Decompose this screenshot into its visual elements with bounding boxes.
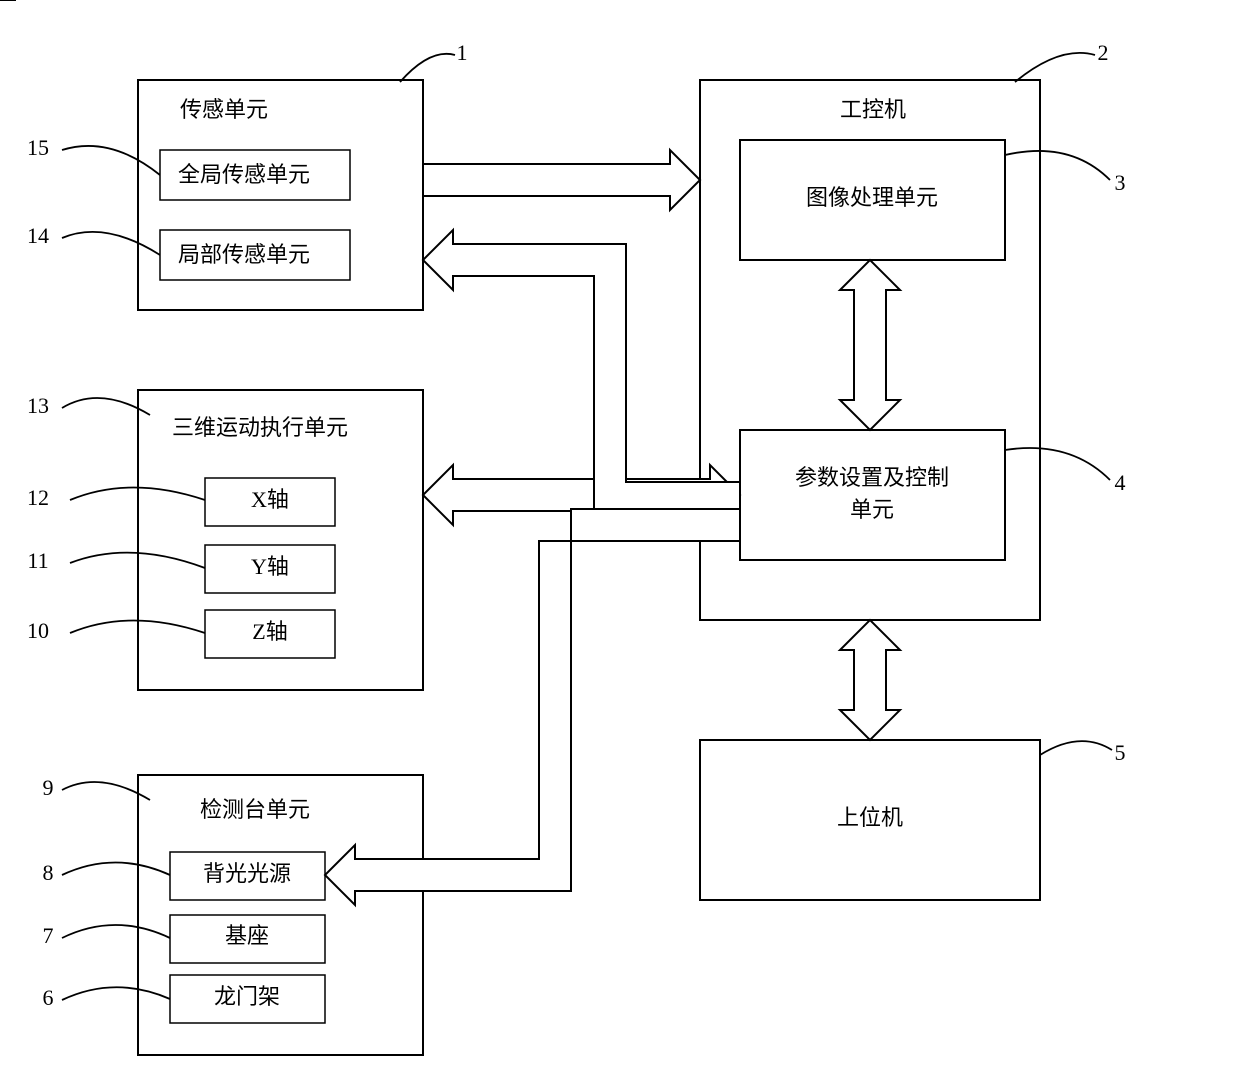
global-sensing-label: 全局传感单元 <box>178 162 310 187</box>
svg-text:7: 7 <box>43 923 54 948</box>
svg-text:11: 11 <box>27 548 48 573</box>
svg-text:12: 12 <box>27 485 49 510</box>
svg-text:1: 1 <box>457 40 468 65</box>
x-axis-label: X轴 <box>251 487 289 512</box>
image-processing-label: 图像处理单元 <box>806 185 938 210</box>
z-axis-label: Z轴 <box>252 619 287 644</box>
svg-text:6: 6 <box>43 985 54 1010</box>
param-control-box <box>740 430 1005 560</box>
gantry-label: 龙门架 <box>214 984 280 1009</box>
svg-text:14: 14 <box>27 223 49 248</box>
svg-text:15: 15 <box>27 135 49 160</box>
svg-text:2: 2 <box>1098 40 1109 65</box>
svg-text:9: 9 <box>43 775 54 800</box>
svg-text:8: 8 <box>43 860 54 885</box>
detection-table-title: 检测台单元 <box>200 797 310 822</box>
svg-text:3: 3 <box>1115 170 1126 195</box>
ipc-title: 工控机 <box>840 97 906 122</box>
svg-text:4: 4 <box>1115 470 1126 495</box>
host-label: 上位机 <box>837 805 903 830</box>
backlight-label: 背光光源 <box>203 861 291 886</box>
svg-text:5: 5 <box>1115 740 1126 765</box>
param-control-label-2: 单元 <box>850 497 894 522</box>
svg-text:13: 13 <box>27 393 49 418</box>
param-control-label-1: 参数设置及控制 <box>795 465 949 490</box>
sensing-unit-title: 传感单元 <box>180 97 268 122</box>
motion-unit-title: 三维运动执行单元 <box>172 415 348 440</box>
y-axis-label: Y轴 <box>251 554 289 579</box>
base-label: 基座 <box>225 923 269 948</box>
local-sensing-label: 局部传感单元 <box>178 242 310 267</box>
svg-text:10: 10 <box>27 618 49 643</box>
